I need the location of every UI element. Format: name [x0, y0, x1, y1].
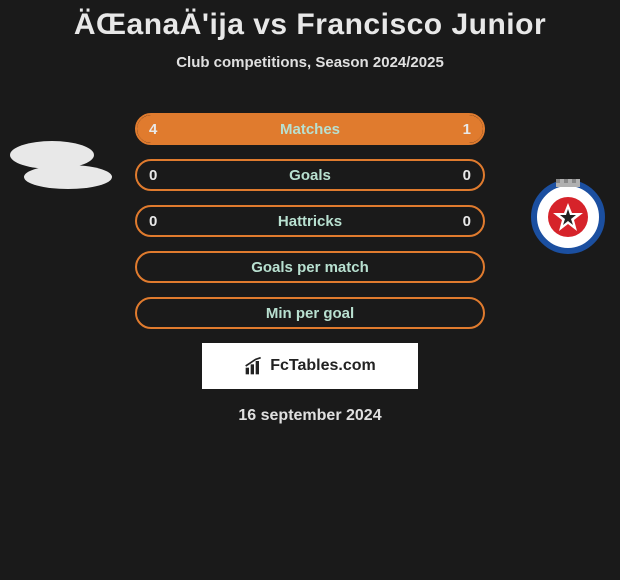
chart-icon	[244, 356, 264, 376]
bar-fill-left	[137, 115, 414, 143]
stat-row: 0 0 Hattricks	[135, 205, 485, 237]
placeholder-icon	[24, 165, 112, 189]
page-title: ÄŒanaÄ'ija vs Francisco Junior	[0, 8, 620, 42]
stat-label: Goals	[289, 167, 331, 184]
stats-area: 4 1 Matches 0 0 Goals 0 0 Hattricks Goals per mat…	[0, 113, 620, 425]
stat-value-right: 0	[463, 213, 471, 230]
stat-row: Goals per match	[135, 251, 485, 283]
stat-value-right: 0	[463, 167, 471, 184]
player-left-avatar-secondary	[24, 165, 112, 189]
stat-bars: 4 1 Matches 0 0 Goals 0 0 Hattricks Goals per mat…	[135, 113, 485, 329]
player-right-avatar	[526, 173, 610, 257]
page-subtitle: Club competitions, Season 2024/2025	[0, 54, 620, 71]
stat-row: 0 0 Goals	[135, 159, 485, 191]
branding-text: FcTables.com	[270, 357, 376, 375]
stat-value-right: 1	[463, 121, 471, 138]
stat-row: Min per goal	[135, 297, 485, 329]
stat-value-left: 0	[149, 167, 157, 184]
club-crest-icon	[526, 173, 610, 257]
footer-date: 16 september 2024	[0, 407, 620, 425]
stat-row: 4 1 Matches	[135, 113, 485, 145]
bar-fill-right	[414, 115, 483, 143]
stat-value-left: 0	[149, 213, 157, 230]
comparison-card: ÄŒanaÄ'ija vs Francisco Junior Club comp…	[0, 0, 620, 425]
branding-badge[interactable]: FcTables.com	[202, 343, 418, 389]
stat-label: Min per goal	[266, 305, 354, 322]
stat-label: Matches	[280, 121, 340, 138]
stat-value-left: 4	[149, 121, 157, 138]
stat-label: Goals per match	[251, 259, 369, 276]
stat-label: Hattricks	[278, 213, 342, 230]
